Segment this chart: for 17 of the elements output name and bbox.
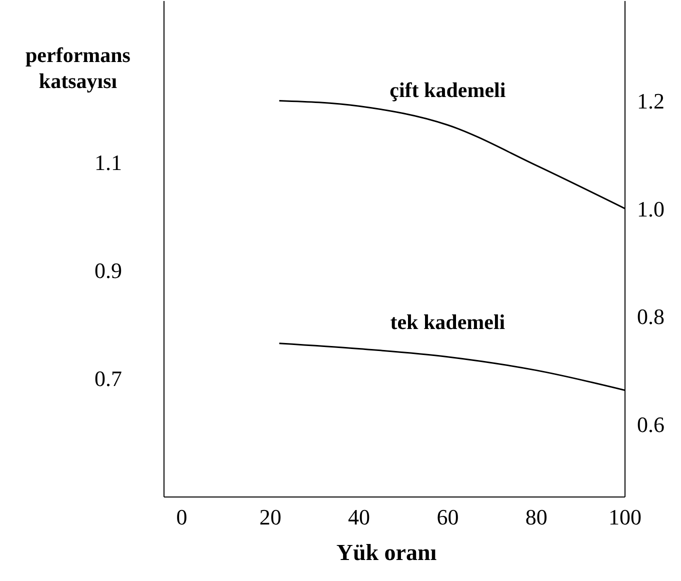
x-tick-label: 20	[259, 504, 282, 530]
x-tick-label: 0	[176, 504, 188, 530]
y-axis-title: performans katsayısı	[26, 43, 130, 93]
series-label: tek kademeli	[390, 310, 506, 334]
y-tick-label: 0.9	[94, 258, 122, 284]
x-tick-label: 40	[348, 504, 370, 530]
x-axis-title: Yük oranı	[336, 540, 438, 565]
y-tick-label: 1.1	[94, 150, 122, 176]
y2-tick-label: 0.8	[637, 304, 664, 330]
x-tick-label: 80	[525, 504, 548, 530]
x-tick-label: 100	[608, 504, 642, 530]
y2-tick-label: 0.6	[637, 412, 664, 438]
y-tick-label: 0.7	[94, 366, 122, 391]
y2-tick-label: 1.0	[637, 196, 664, 222]
series-label: çift kademeli	[390, 78, 506, 102]
y2-tick-label: 1.2	[637, 88, 664, 114]
x-tick-label: 60	[436, 504, 459, 530]
